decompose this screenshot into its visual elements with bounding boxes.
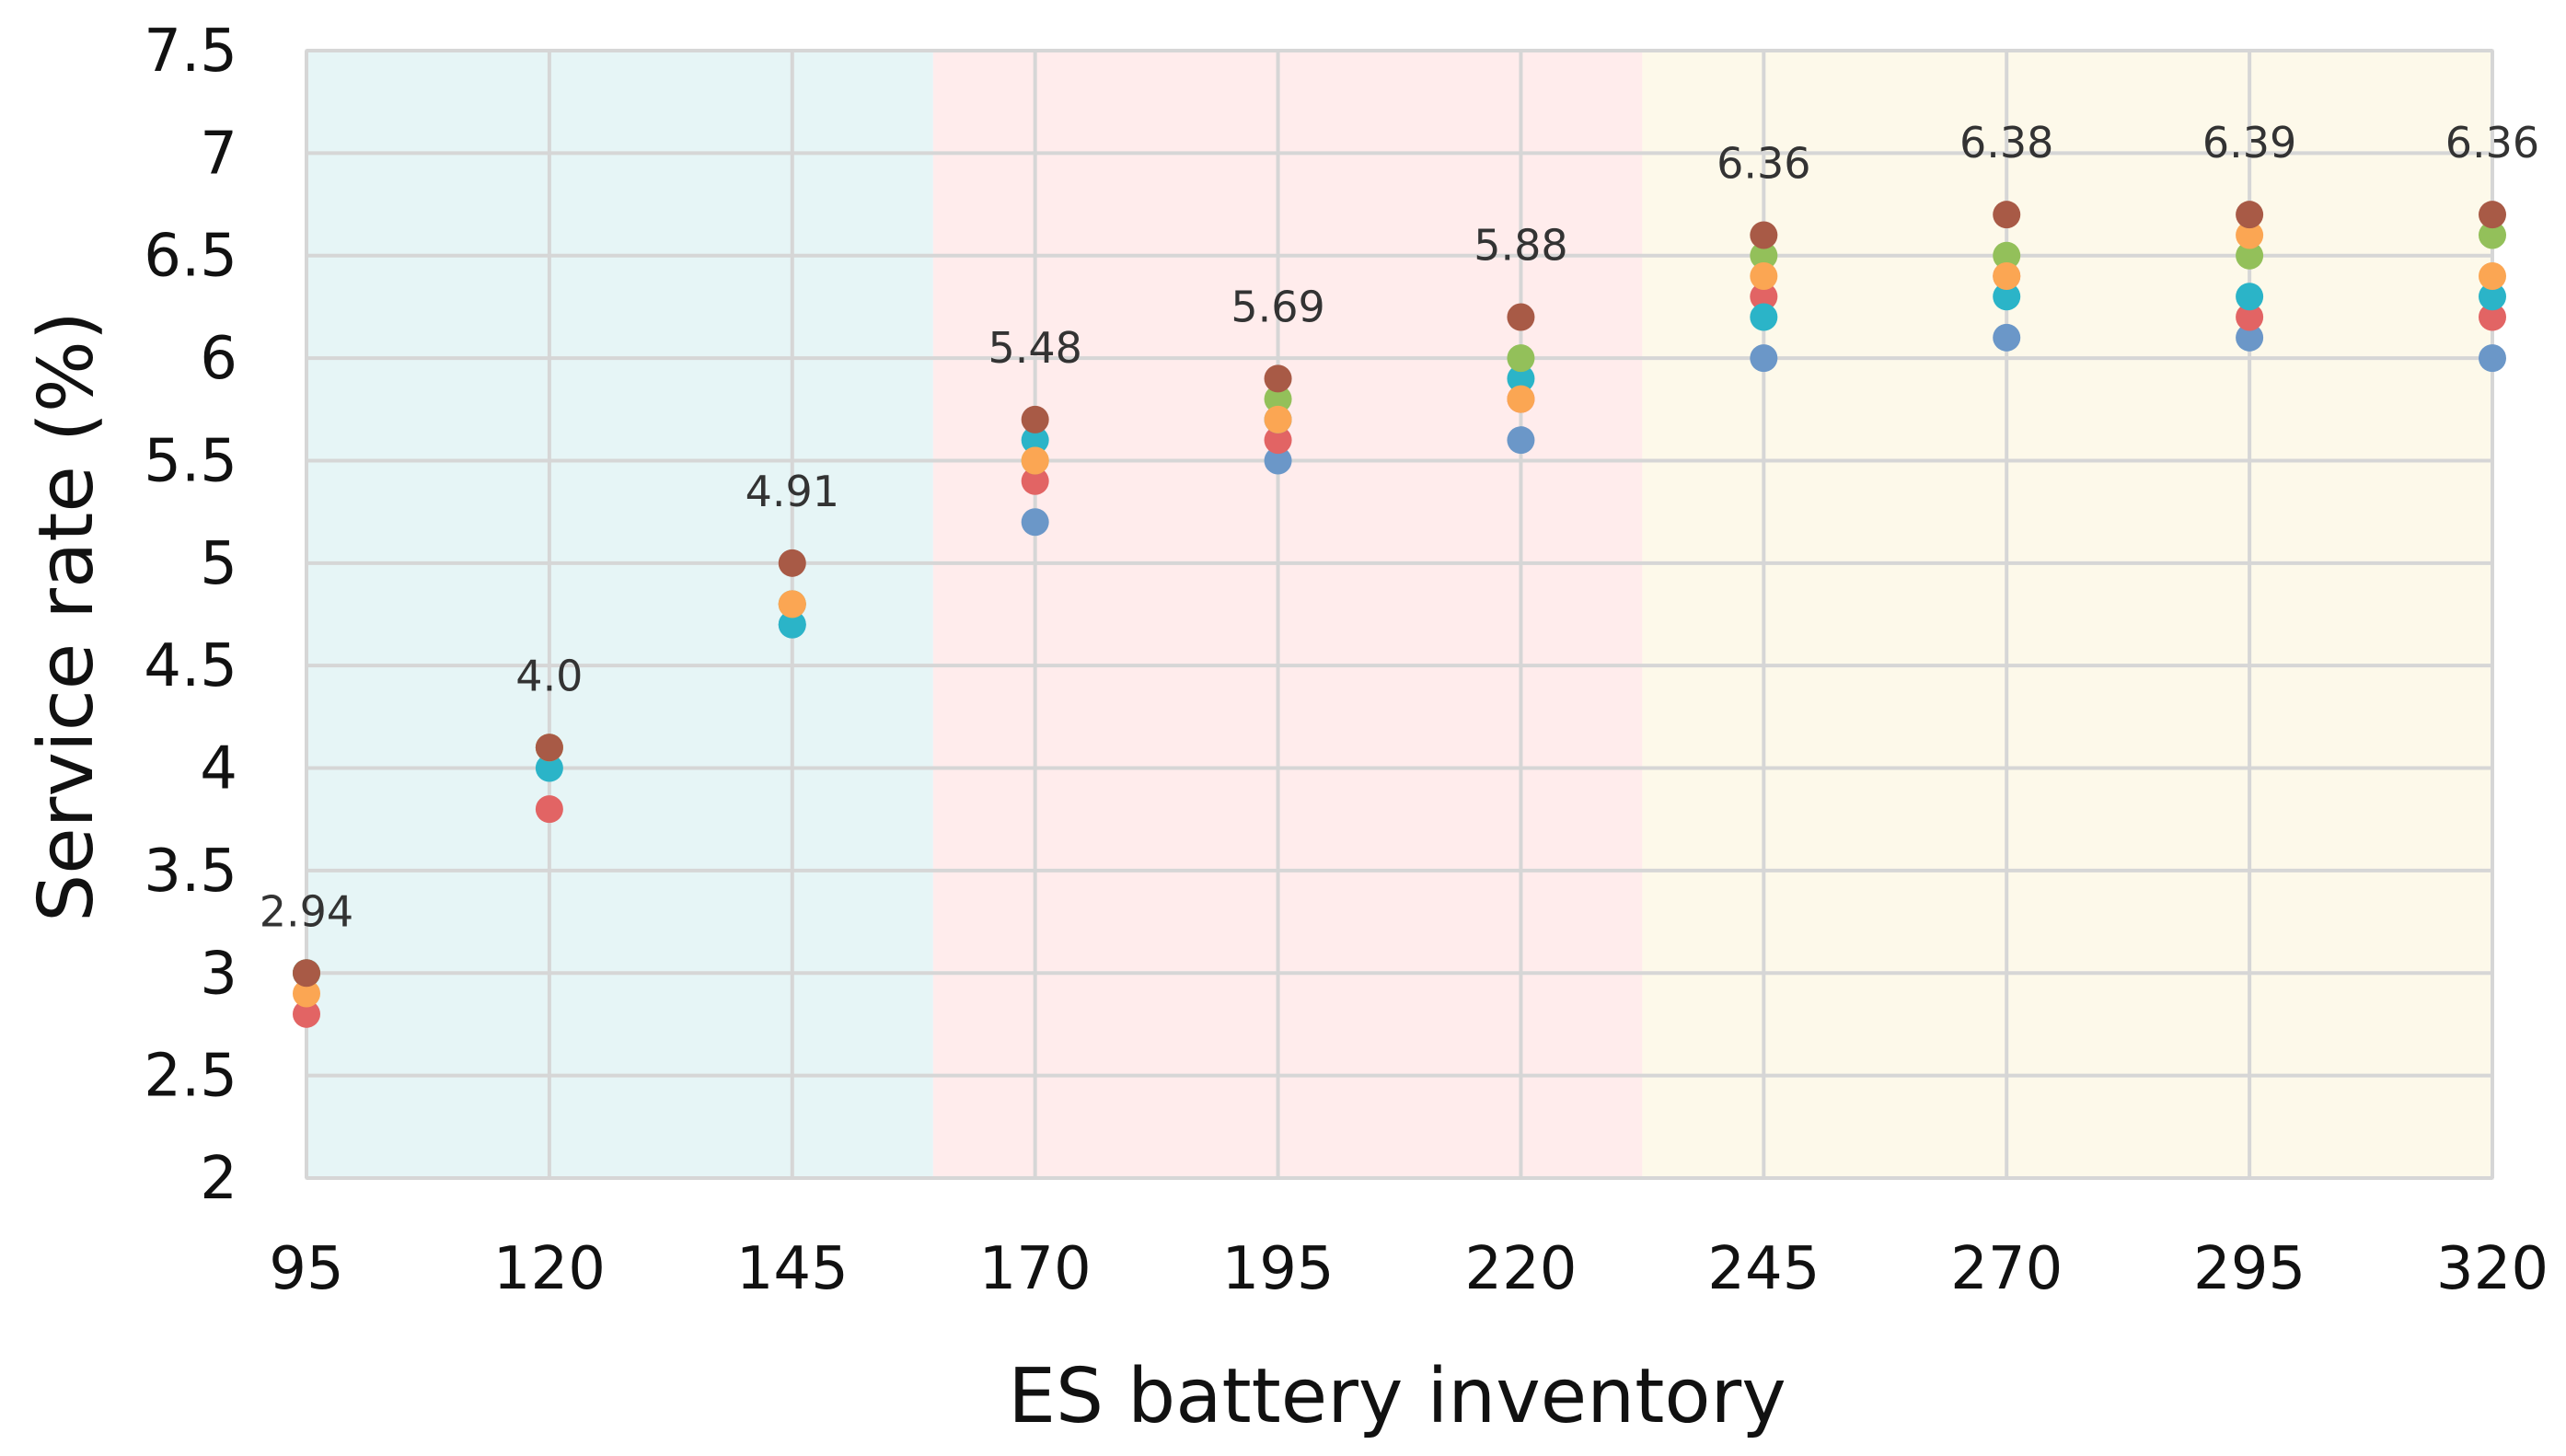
data-point-series-4 [1507, 344, 1535, 373]
data-point-series-1 [1021, 508, 1049, 537]
data-point-series-6 [1507, 303, 1535, 331]
data-point-series-3 [1021, 426, 1049, 455]
data-point-series-5 [1750, 262, 1778, 290]
y-tick-label: 4.5 [144, 632, 237, 700]
y-tick-label: 7.5 [144, 17, 237, 86]
y-tick-label: 6 [200, 325, 237, 393]
region-backgrounds [306, 51, 2492, 1178]
data-point-series-1 [1264, 446, 1292, 475]
x-tick-label: 195 [1221, 1235, 1334, 1303]
data-label: 2.94 [260, 886, 353, 936]
y-axis-ticks: 2 2.5 3 3.5 4 4.5 5 5.5 6 6.5 7 7.5 [144, 17, 237, 1213]
y-tick-label: 4 [200, 735, 237, 803]
data-point-series-3 [2479, 283, 2506, 311]
data-point-series-2 [2236, 303, 2264, 331]
x-tick-label: 295 [2193, 1235, 2306, 1303]
data-point-series-3 [535, 754, 563, 782]
data-point-series-3 [1993, 283, 2021, 311]
data-point-series-6 [535, 734, 563, 762]
data-point-series-5 [1993, 262, 2021, 290]
data-point-series-3 [2236, 283, 2264, 311]
data-point-series-1 [1750, 344, 1778, 373]
data-label: 5.48 [988, 323, 1081, 373]
data-point-series-4 [1264, 385, 1292, 413]
data-label: 4.91 [746, 467, 839, 516]
data-point-series-3 [1750, 303, 1778, 331]
x-tick-label: 120 [493, 1235, 606, 1303]
x-tick-label: 170 [979, 1235, 1092, 1303]
data-label: 6.36 [2445, 118, 2539, 168]
x-axis-ticks: 95 120 145 170 195 220 245 270 295 320 [269, 1235, 2549, 1303]
y-tick-label: 7 [200, 120, 237, 188]
y-tick-label: 5 [200, 530, 237, 598]
y-tick-label: 2 [200, 1145, 237, 1213]
x-tick-label: 220 [1464, 1235, 1577, 1303]
x-axis-title: ES battery inventory [1008, 1353, 1786, 1440]
data-label: 6.39 [2202, 118, 2296, 168]
data-label: 6.38 [1959, 118, 2053, 168]
data-label: 6.36 [1716, 139, 1810, 189]
data-point-series-1 [1993, 323, 2021, 352]
y-tick-label: 6.5 [144, 223, 237, 291]
data-point-series-2 [1264, 426, 1292, 455]
y-tick-label: 2.5 [144, 1043, 237, 1111]
data-point-series-5 [2479, 262, 2506, 290]
x-tick-label: 270 [1950, 1235, 2063, 1303]
data-point-series-2 [1021, 467, 1049, 495]
data-point-series-3 [1507, 364, 1535, 393]
data-labels: 2.94 4.0 4.91 5.48 5.69 5.88 6.36 6.38 6.39 6.36 [260, 118, 2539, 936]
region-background-3 [1642, 51, 2492, 1178]
data-point-series-4 [1993, 241, 2021, 270]
data-point-series-6 [1021, 405, 1049, 433]
y-axis-title: Service rate (%) [23, 311, 110, 922]
data-point-series-5 [293, 979, 320, 1008]
plot-area-border [305, 49, 2494, 1180]
data-label: 4.0 [515, 651, 583, 700]
region-background-2 [932, 51, 1643, 1178]
data-point-series-1 [1507, 426, 1535, 455]
data-point-series-2 [293, 1000, 320, 1028]
data-point-series-6 [1750, 221, 1778, 249]
data-point-series-1 [2479, 344, 2506, 373]
data-point-series-6 [2479, 201, 2506, 229]
data-point-series-5 [1507, 385, 1535, 413]
region-background-1 [306, 51, 933, 1178]
data-point-series-4 [2479, 221, 2506, 249]
data-label: 5.69 [1231, 282, 1324, 331]
y-tick-label: 5.5 [144, 427, 237, 495]
data-point-series-6 [1264, 364, 1292, 393]
data-point-series-5 [1264, 405, 1292, 433]
data-point-series-6 [293, 959, 320, 988]
data-point-series-5 [2236, 221, 2264, 249]
data-point-series-6 [2236, 201, 2264, 229]
data-label: 5.88 [1474, 221, 1567, 271]
x-tick-label: 95 [269, 1235, 343, 1303]
x-tick-label: 245 [1707, 1235, 1820, 1303]
data-points [293, 201, 2506, 1028]
x-tick-label: 320 [2436, 1235, 2549, 1303]
data-point-series-2 [535, 795, 563, 824]
y-tick-label: 3 [200, 940, 237, 1008]
data-point-series-5 [1021, 446, 1049, 475]
data-point-series-6 [778, 549, 806, 577]
data-point-series-6 [1993, 201, 2021, 229]
data-point-series-2 [1750, 283, 1778, 311]
data-point-series-5 [778, 590, 806, 618]
data-point-series-4 [2236, 241, 2264, 270]
x-tick-label: 145 [736, 1235, 849, 1303]
data-point-series-4 [1750, 241, 1778, 270]
y-tick-label: 3.5 [144, 838, 237, 906]
data-point-series-3 [778, 610, 806, 639]
data-point-series-2 [2479, 303, 2506, 331]
data-point-series-1 [2236, 323, 2264, 352]
